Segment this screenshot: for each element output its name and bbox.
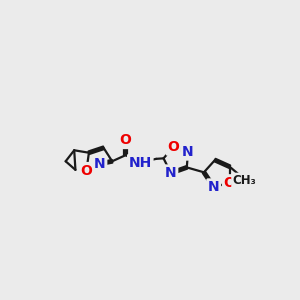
Text: N: N bbox=[165, 166, 177, 180]
Text: O: O bbox=[120, 134, 131, 148]
Text: CH₃: CH₃ bbox=[232, 174, 256, 187]
Text: NH: NH bbox=[129, 155, 152, 170]
Text: N: N bbox=[182, 145, 194, 159]
Text: N: N bbox=[208, 180, 220, 194]
Text: O: O bbox=[224, 176, 236, 190]
Text: N: N bbox=[94, 157, 106, 171]
Text: O: O bbox=[80, 164, 92, 178]
Text: O: O bbox=[167, 140, 179, 154]
